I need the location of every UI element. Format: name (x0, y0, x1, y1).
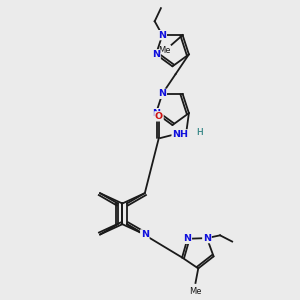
Text: N: N (152, 50, 160, 59)
Text: H: H (196, 128, 202, 137)
Text: Me: Me (189, 287, 202, 296)
Text: N: N (158, 89, 166, 98)
Text: N: N (152, 109, 160, 118)
Text: N: N (184, 234, 191, 243)
Text: N: N (141, 230, 149, 239)
Text: H: H (196, 128, 202, 137)
Text: N: N (152, 50, 160, 59)
Text: O: O (155, 112, 163, 121)
Text: N: N (152, 109, 160, 118)
Text: N: N (158, 89, 166, 98)
Text: N: N (184, 234, 191, 243)
Text: O: O (155, 112, 163, 121)
Text: N: N (158, 31, 166, 40)
Text: NH: NH (172, 130, 188, 139)
Text: Me: Me (158, 46, 170, 55)
Text: N: N (158, 31, 166, 40)
Text: N: N (203, 234, 211, 243)
Text: N: N (141, 230, 149, 239)
Text: NH: NH (172, 130, 188, 139)
Text: N: N (203, 234, 211, 243)
